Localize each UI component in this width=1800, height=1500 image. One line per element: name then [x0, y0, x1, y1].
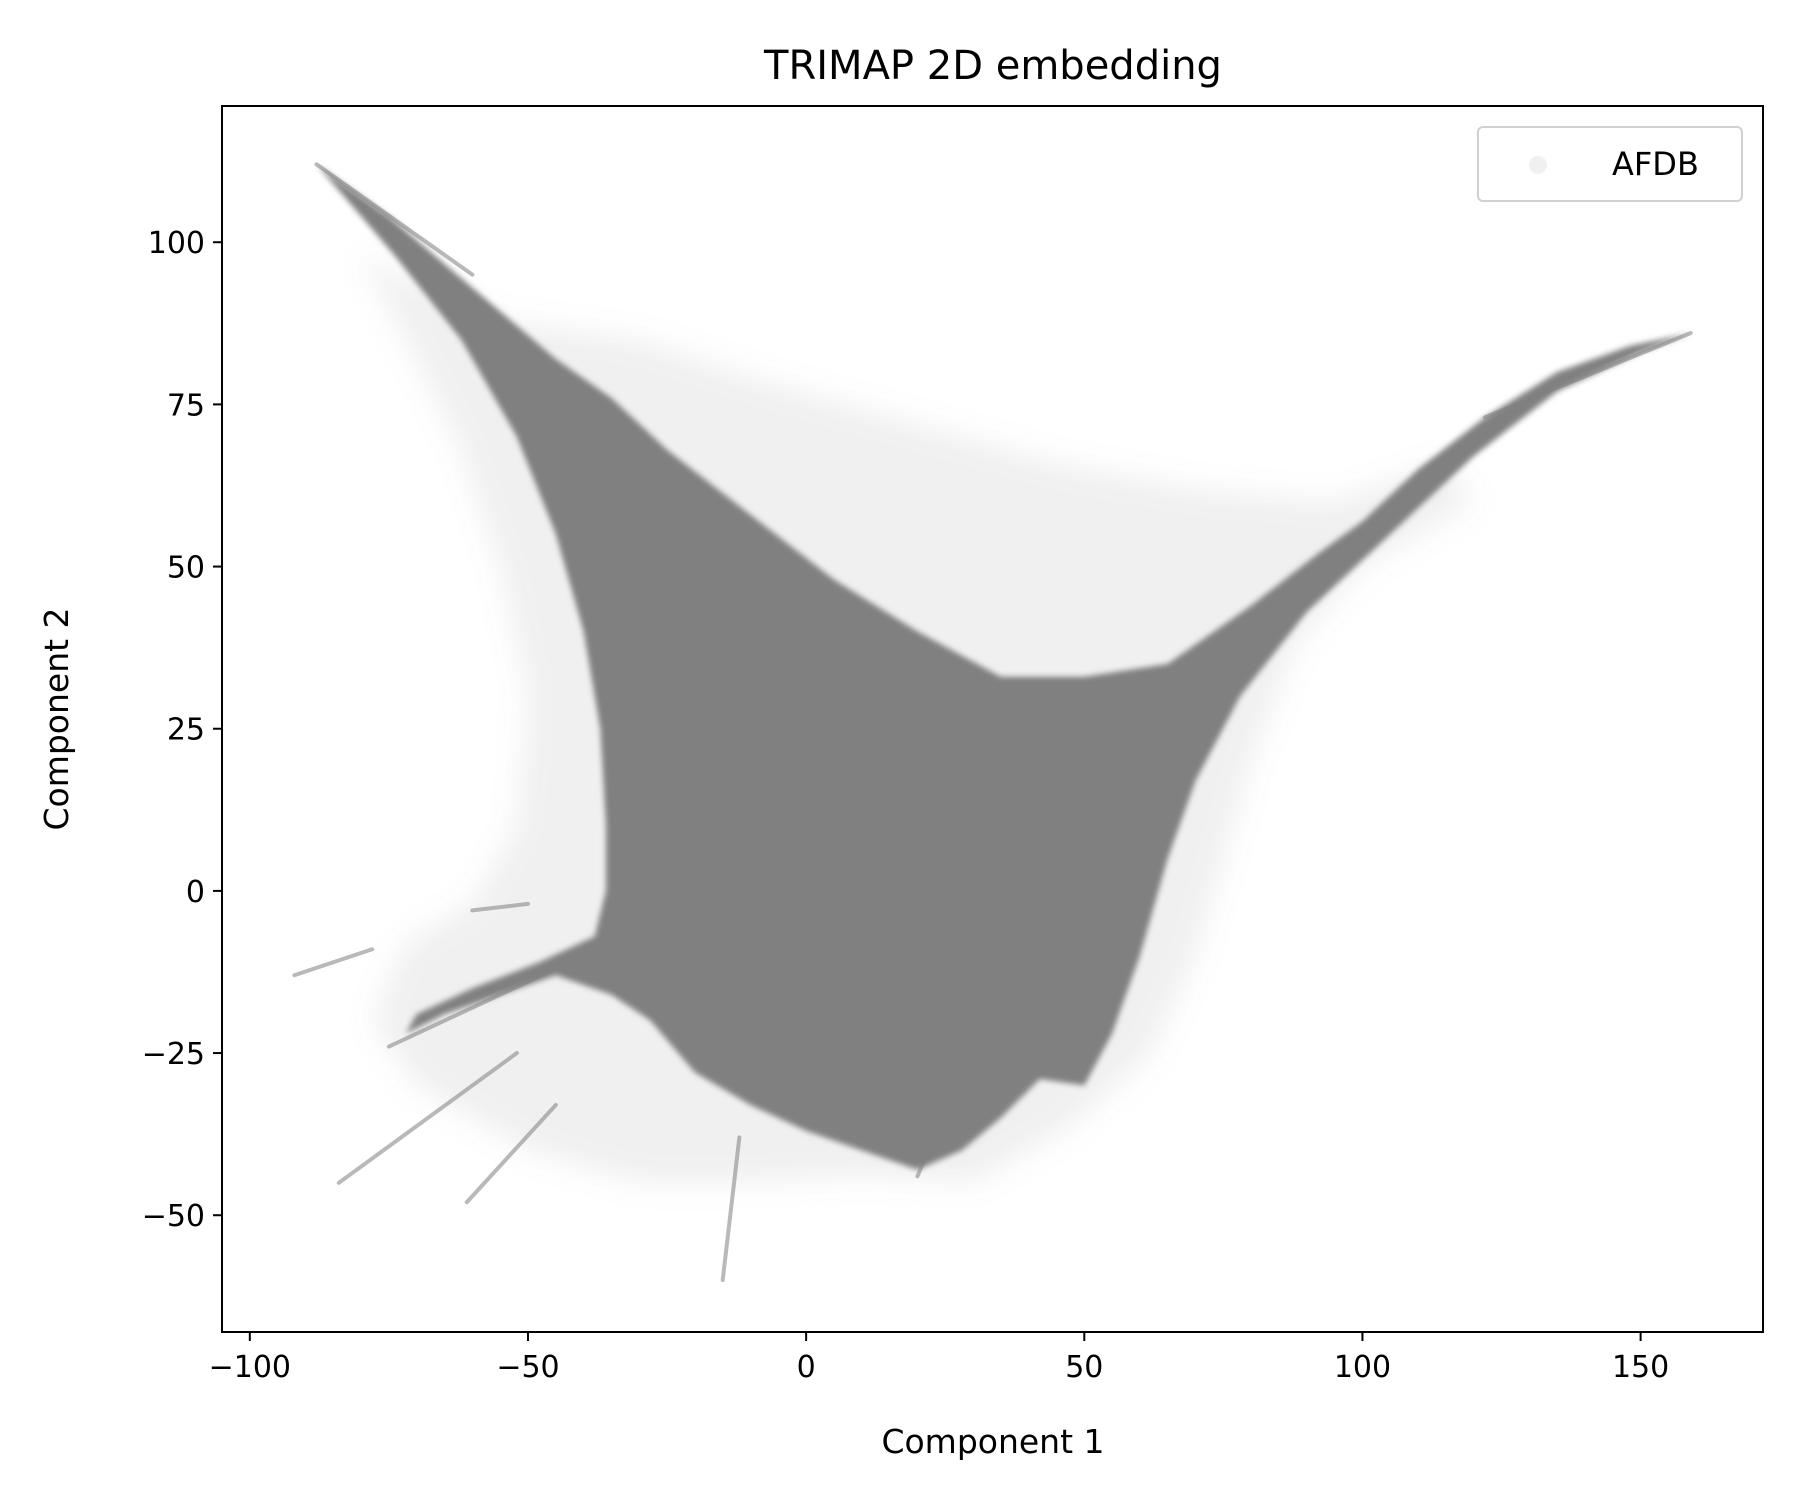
- streak-3: [336, 1051, 519, 1185]
- streak-0: [314, 162, 475, 277]
- plot-frame: [221, 105, 1764, 1333]
- y-axis: −50 −25 0 25 50 75 100: [142, 226, 222, 1234]
- x-tick-label: 150: [1612, 1350, 1669, 1385]
- y-tick-label: −25: [142, 1037, 205, 1072]
- y-tick-label: 100: [148, 226, 205, 261]
- x-tick-label: −50: [496, 1350, 559, 1385]
- x-tick-label: 50: [1065, 1350, 1103, 1385]
- y-tick-label: 0: [186, 875, 205, 910]
- legend-label-afdb: AFDB: [1612, 145, 1699, 183]
- y-tick-label: −50: [142, 1199, 205, 1234]
- x-axis-title: Component 1: [881, 1422, 1104, 1461]
- legend: AFDB: [1477, 126, 1743, 202]
- streak-6: [470, 901, 530, 913]
- y-tick-label: 50: [167, 551, 205, 586]
- x-tick-label: −100: [209, 1350, 291, 1385]
- chart-title: TRIMAP 2D embedding: [763, 43, 1222, 89]
- x-axis: −100 −50 0 50 100 150: [209, 1332, 1669, 1385]
- x-tick-label: 100: [1334, 1350, 1391, 1385]
- streak-5: [720, 1135, 742, 1283]
- plot-content: [292, 162, 1693, 1283]
- y-axis-title: Component 2: [37, 607, 76, 830]
- y-tick-label: 75: [167, 388, 205, 423]
- legend-box: [1477, 126, 1743, 202]
- streak-4: [464, 1102, 558, 1205]
- dense-point-cloud: [316, 164, 1691, 1170]
- y-tick-label: 25: [167, 713, 205, 748]
- streak-1: [292, 947, 375, 978]
- x-tick-label: 0: [797, 1350, 816, 1385]
- legend-marker-afdb: [1529, 156, 1547, 174]
